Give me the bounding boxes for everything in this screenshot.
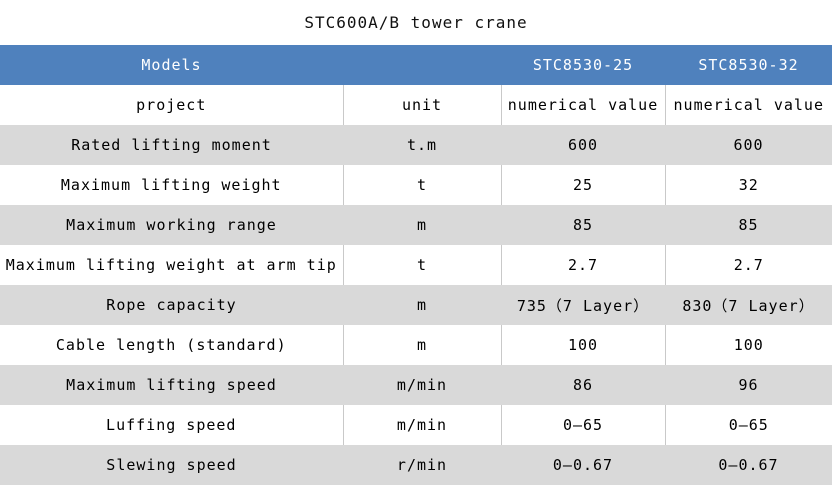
header-blank — [343, 45, 501, 85]
cell-value-1: 2.7 — [500, 245, 665, 285]
cell-unit: m — [343, 285, 501, 325]
cell-unit: r/min — [343, 445, 501, 485]
subheader-value-2: numerical value — [664, 85, 832, 125]
cell-unit: m/min — [342, 405, 501, 445]
header-model-2: STC8530-32 — [665, 45, 832, 85]
cell-value-1: 0—65 — [500, 405, 665, 445]
table-row: Luffing speed m/min 0—65 0—65 — [0, 405, 832, 445]
cell-value-2: 32 — [664, 165, 832, 205]
cell-unit: t — [342, 165, 501, 205]
title-bar: STC600A/B tower crane — [0, 0, 832, 45]
cell-project: Rope capacity — [0, 285, 343, 325]
cell-value-1: 86 — [501, 365, 665, 405]
header-model-1: STC8530-25 — [501, 45, 665, 85]
cell-project: Cable length (standard) — [0, 325, 343, 365]
cell-value-1: 0—0.67 — [501, 445, 665, 485]
cell-value-1: 100 — [500, 325, 665, 365]
table-row: Maximum lifting speed m/min 86 96 — [0, 365, 832, 405]
subheader-project: project — [0, 85, 343, 125]
cell-value-2: 100 — [664, 325, 832, 365]
cell-value-2: 85 — [665, 205, 832, 245]
cell-value-2: 0—65 — [664, 405, 832, 445]
cell-unit: t — [342, 245, 501, 285]
cell-value-2: 0—0.67 — [665, 445, 832, 485]
subheader-value-1: numerical value — [500, 85, 665, 125]
cell-value-1: 735（7 Layer） — [501, 285, 665, 325]
cell-unit: m/min — [343, 365, 501, 405]
table-row: Maximum working range m 85 85 — [0, 205, 832, 245]
cell-value-2: 600 — [665, 125, 832, 165]
cell-project: Maximum working range — [0, 205, 343, 245]
cell-project: Maximum lifting weight — [0, 165, 343, 205]
cell-unit: t.m — [343, 125, 501, 165]
table-header-row: Models STC8530-25 STC8530-32 — [0, 45, 832, 85]
cell-value-2: 2.7 — [664, 245, 832, 285]
cell-value-1: 25 — [500, 165, 665, 205]
subheader-unit: unit — [342, 85, 501, 125]
table-row: Rope capacity m 735（7 Layer） 830（7 Layer… — [0, 285, 832, 325]
header-models: Models — [0, 45, 343, 85]
cell-value-2: 96 — [665, 365, 832, 405]
cell-project: Luffing speed — [0, 405, 343, 445]
cell-value-1: 600 — [501, 125, 665, 165]
spec-table: Models STC8530-25 STC8530-32 project uni… — [0, 45, 832, 485]
cell-unit: m — [343, 205, 501, 245]
cell-project: Maximum lifting speed — [0, 365, 343, 405]
table-row: Slewing speed r/min 0—0.67 0—0.67 — [0, 445, 832, 485]
cell-unit: m — [342, 325, 501, 365]
table-subheader-row: project unit numerical value numerical v… — [0, 85, 832, 125]
cell-project: Slewing speed — [0, 445, 343, 485]
cell-value-2: 830（7 Layer） — [665, 285, 832, 325]
table-row: Cable length (standard) m 100 100 — [0, 325, 832, 365]
page-title: STC600A/B tower crane — [304, 13, 528, 32]
cell-project: Maximum lifting weight at arm tip — [0, 245, 343, 285]
table-row: Maximum lifting weight t 25 32 — [0, 165, 832, 205]
cell-project: Rated lifting moment — [0, 125, 343, 165]
table-row: Maximum lifting weight at arm tip t 2.7 … — [0, 245, 832, 285]
cell-value-1: 85 — [501, 205, 665, 245]
table-row: Rated lifting moment t.m 600 600 — [0, 125, 832, 165]
